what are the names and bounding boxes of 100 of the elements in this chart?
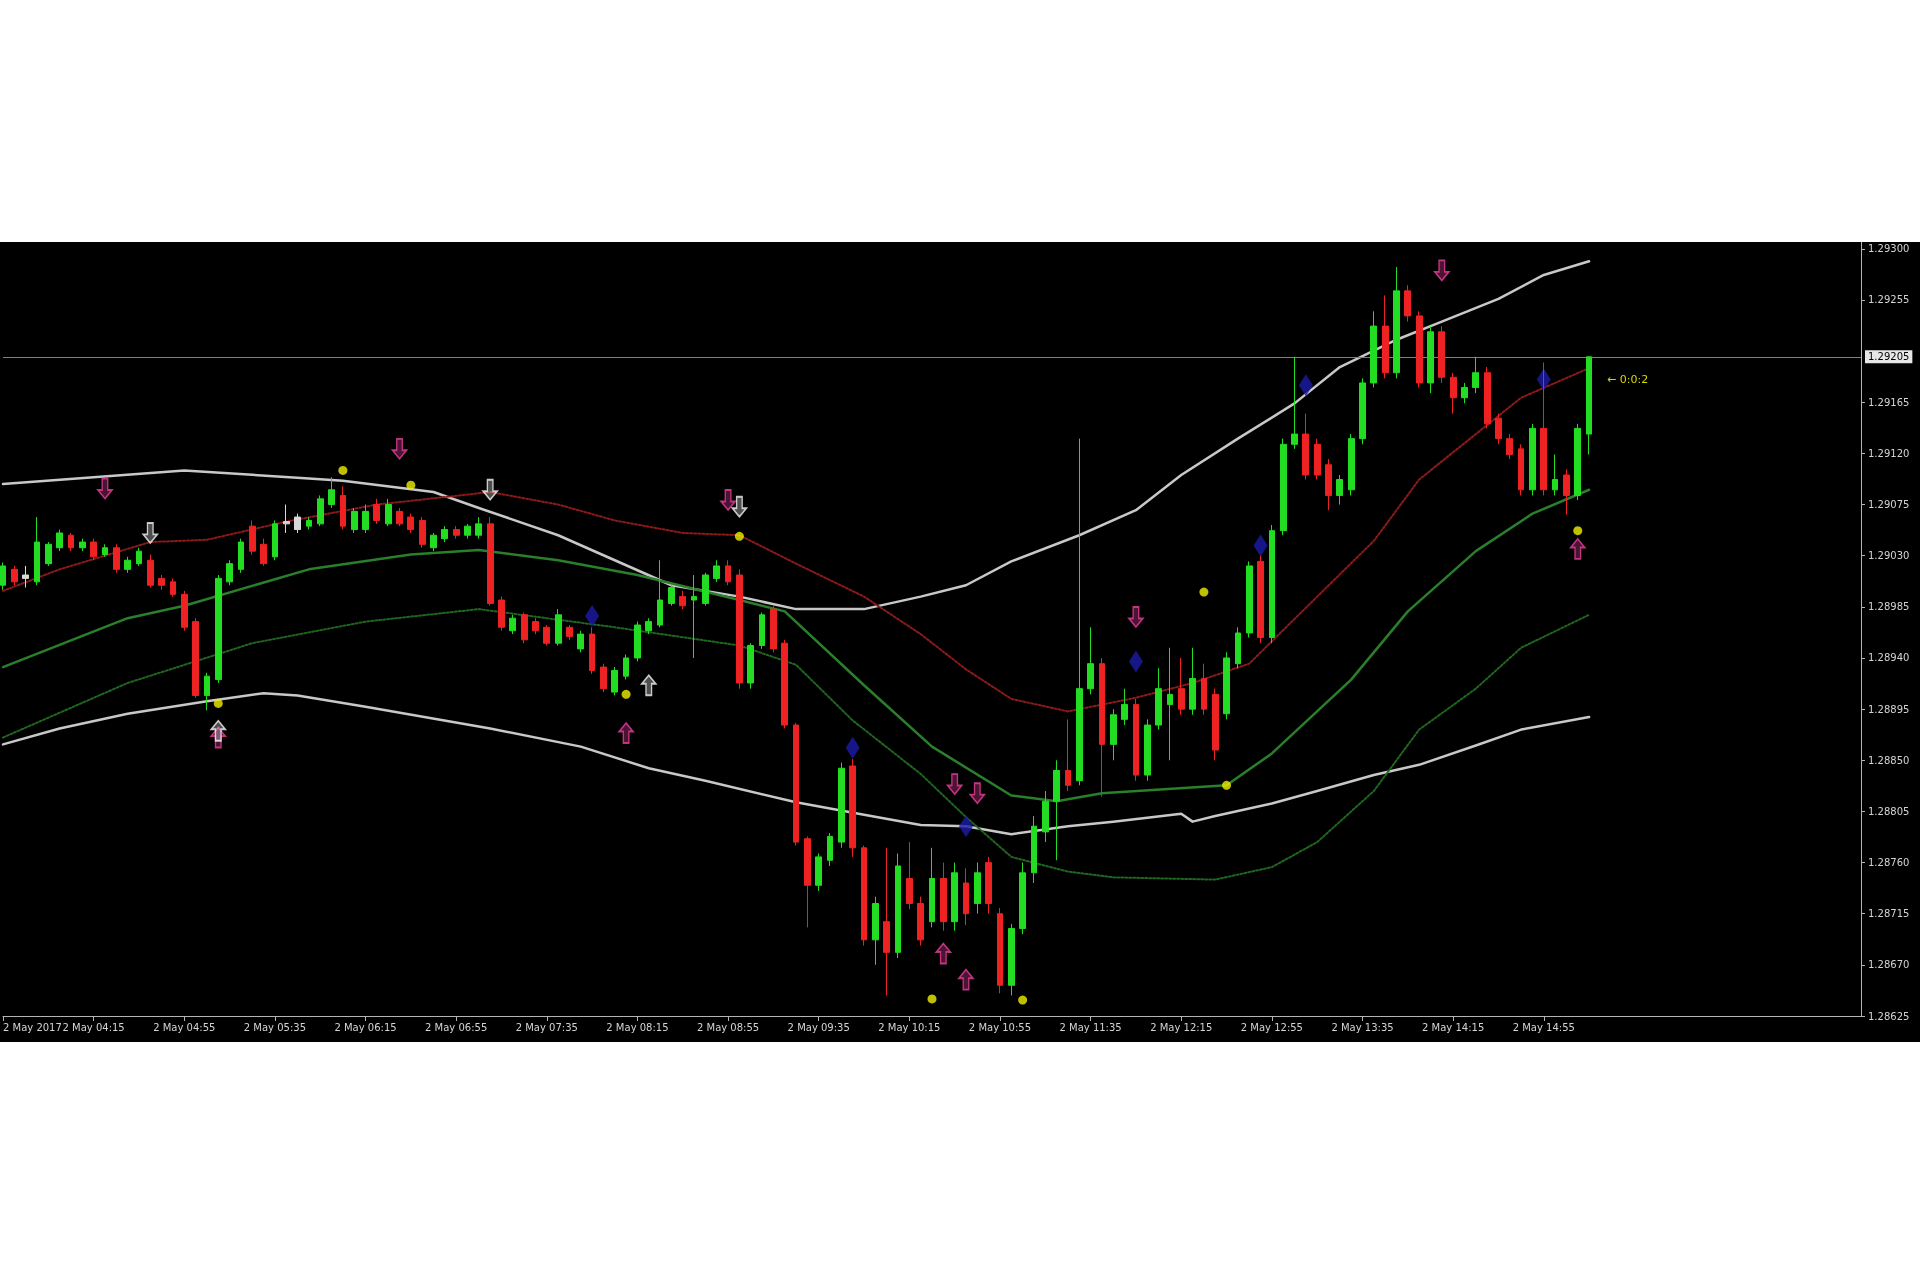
candlestick xyxy=(1370,310,1377,388)
candlestick xyxy=(0,562,6,591)
candlestick xyxy=(1325,458,1332,511)
y-tick-label: 1.29300 xyxy=(1868,243,1910,255)
candlestick xyxy=(1586,356,1592,456)
point xyxy=(1199,587,1209,597)
candlestick xyxy=(1359,377,1366,445)
y-tick-label: 1.29255 xyxy=(1868,294,1910,306)
candlestick xyxy=(1201,663,1207,716)
candlestick xyxy=(804,835,811,928)
candlestick xyxy=(362,504,369,534)
y-tick-label: 1.29165 xyxy=(1868,396,1910,408)
point xyxy=(720,489,736,511)
candlestick xyxy=(509,614,516,635)
candlestick xyxy=(1438,325,1445,384)
x-tick-label: 2 May 14:15 xyxy=(1422,1021,1485,1033)
candlestick xyxy=(1495,413,1502,445)
candlestick xyxy=(985,856,992,915)
candlestick xyxy=(940,862,947,932)
candlestick xyxy=(895,852,901,959)
candlestick xyxy=(68,532,74,552)
candlestick xyxy=(498,596,505,632)
candlestick xyxy=(1019,862,1026,935)
candlestick xyxy=(1450,372,1457,415)
candlestick xyxy=(634,621,641,662)
candlestick xyxy=(566,624,573,641)
x-tick-label: 2 May 09:35 xyxy=(787,1021,850,1033)
candlestick xyxy=(770,605,777,653)
candlestick xyxy=(872,896,879,966)
point xyxy=(1222,780,1232,790)
candlestick xyxy=(725,559,731,586)
candlestick xyxy=(170,577,176,598)
candlestick xyxy=(204,672,210,711)
point xyxy=(935,942,952,965)
candlestick xyxy=(317,494,324,527)
candlestick xyxy=(1133,698,1139,782)
candlestick xyxy=(1155,667,1162,731)
candlestick xyxy=(623,654,629,681)
y-tick-label: 1.28760 xyxy=(1868,857,1910,869)
candlestick xyxy=(1269,524,1275,644)
point xyxy=(731,496,748,518)
candlestick xyxy=(181,590,188,632)
y-tick-label: 1.28670 xyxy=(1868,959,1910,971)
candlestick xyxy=(147,554,154,589)
candlestick xyxy=(1099,657,1105,798)
candlestick xyxy=(600,663,607,693)
candlestick xyxy=(215,574,222,684)
x-tick-label: 2 May 04:55 xyxy=(153,1021,216,1033)
candlestick xyxy=(906,841,913,910)
candlestick xyxy=(1416,310,1423,388)
candlestick xyxy=(611,666,618,696)
candlestick xyxy=(997,907,1003,994)
point xyxy=(621,689,631,699)
candlestick xyxy=(1404,284,1411,323)
candlestick xyxy=(1223,651,1230,720)
point xyxy=(1128,606,1144,628)
x-tick-label: 2 May 06:15 xyxy=(334,1021,397,1033)
candlestick xyxy=(1031,815,1037,884)
ref-line-label: 1.29205 xyxy=(1868,351,1910,363)
line-series xyxy=(1,691,1591,836)
x-tick-label: 2 May 08:55 xyxy=(696,1021,760,1033)
candlestick xyxy=(883,847,890,997)
candlestick xyxy=(929,847,935,928)
candlestick xyxy=(306,516,312,531)
y-tick-label: 1.29120 xyxy=(1868,447,1910,459)
point xyxy=(338,465,348,475)
candlestick xyxy=(22,565,29,589)
y-tick-label: 1.28805 xyxy=(1868,805,1910,817)
candlestick xyxy=(272,519,278,561)
candlestick xyxy=(1291,356,1298,450)
line-series xyxy=(2,608,1591,881)
candlestick xyxy=(974,862,981,915)
point xyxy=(618,722,634,744)
candlestick xyxy=(113,543,120,574)
candlestick xyxy=(1280,438,1287,536)
candlestick xyxy=(1393,266,1400,379)
candlestick xyxy=(691,574,697,659)
candlestick xyxy=(1563,468,1570,516)
x-tick-label: 2 May 10:15 xyxy=(878,1021,941,1033)
candlestick xyxy=(1257,555,1264,644)
x-tick-label: 2 May 13:35 xyxy=(1331,1021,1394,1033)
candlestick xyxy=(453,525,460,540)
candlestick xyxy=(793,722,799,847)
candlestick xyxy=(1574,423,1581,501)
candlestick xyxy=(396,507,403,527)
annotation: ← 0:0:2 xyxy=(1607,373,1649,387)
x-tick-label: 2 May 05:35 xyxy=(243,1021,307,1033)
candlestick xyxy=(328,476,335,509)
candlestick xyxy=(226,559,233,586)
point xyxy=(734,531,744,541)
candlestick xyxy=(1348,433,1355,496)
candlestick xyxy=(917,896,924,947)
candlestick xyxy=(1065,718,1071,792)
x-tick-label: 2 May 12:55 xyxy=(1240,1021,1303,1033)
candlestick xyxy=(657,559,663,628)
candlestick xyxy=(136,547,142,567)
candlestick xyxy=(1427,325,1434,394)
candlestick xyxy=(238,538,244,574)
point xyxy=(1573,526,1583,536)
candlestick xyxy=(679,590,686,610)
